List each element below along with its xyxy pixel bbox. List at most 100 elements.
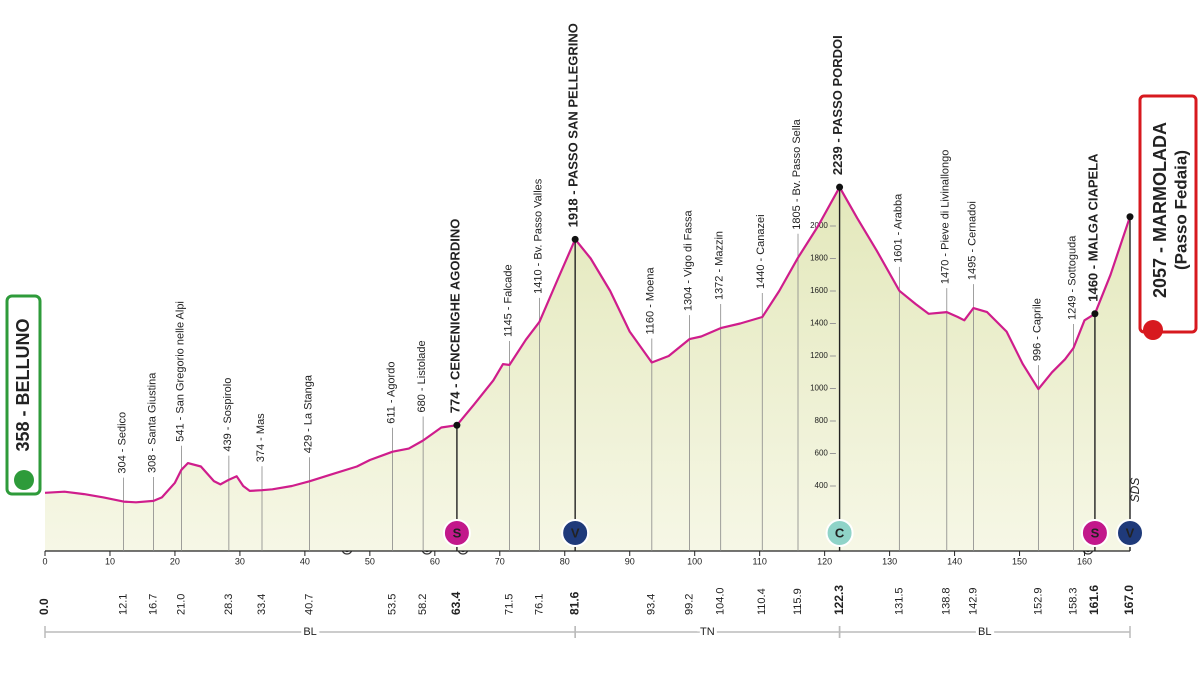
summit-label: 2239 - PASSO PORDOI xyxy=(830,35,845,175)
km-label: 28.3 xyxy=(223,594,235,615)
waypoint-label: 429 - La Stanga xyxy=(302,374,314,453)
badge xyxy=(825,519,854,547)
km-label: 131.5 xyxy=(893,587,905,615)
summit-dot xyxy=(836,183,844,191)
km-label: 122.3 xyxy=(832,585,846,615)
waypoint-label: 374 - Mas xyxy=(255,413,267,462)
y-tick-label: 400 xyxy=(815,481,829,490)
km-label: 142.9 xyxy=(967,587,979,615)
x-tick-label: 20 xyxy=(170,556,180,566)
x-tick-label: 40 xyxy=(300,556,310,566)
km-label: 63.4 xyxy=(449,591,463,615)
waypoint-label: 439 - Sospirolo xyxy=(222,378,234,452)
summit-dot xyxy=(1091,310,1099,318)
waypoint-label: 1805 - Bv. Passo Sella xyxy=(791,118,803,229)
region-label: BL xyxy=(978,626,991,638)
summit-dot xyxy=(453,421,461,429)
km-label: 53.5 xyxy=(386,594,398,615)
waypoint-label: 1495 - Cernadoi xyxy=(966,201,978,280)
km-label: 0.0 xyxy=(37,598,51,615)
km-label: 110.4 xyxy=(756,588,768,615)
km-label: 33.4 xyxy=(256,594,268,615)
km-label: 93.4 xyxy=(646,594,658,615)
region-label: BL xyxy=(303,626,316,638)
waypoint-label: 1249 - Sottoguda xyxy=(1066,235,1078,320)
x-tick-label: 150 xyxy=(1012,556,1027,566)
summit-label: 1460 - MALGA CIAPELA xyxy=(1085,153,1100,302)
km-label: 71.5 xyxy=(503,594,515,615)
waypoint-label: 541 - San Gregorio nelle Alpi xyxy=(174,301,186,442)
start-box xyxy=(5,294,42,496)
x-tick-label: 120 xyxy=(817,556,832,566)
km-label: 21.0 xyxy=(175,594,187,615)
km-label: 58.2 xyxy=(417,594,429,615)
km-label: 81.6 xyxy=(567,591,581,615)
finish-sublabel: (Passo Fedaia) xyxy=(1171,150,1190,270)
km-label: 12.1 xyxy=(118,594,130,615)
finish-icon xyxy=(1143,320,1163,340)
x-tick-label: 110 xyxy=(752,556,766,566)
km-label: 167.0 xyxy=(1122,585,1136,615)
x-tick-label: 130 xyxy=(882,556,897,566)
x-tick-label: 50 xyxy=(365,556,375,566)
km-label: 152.9 xyxy=(1032,587,1044,615)
finish-note: SDS xyxy=(1128,478,1142,503)
x-tick-label: 160 xyxy=(1077,556,1092,566)
km-label: 76.1 xyxy=(533,594,545,615)
km-label: 138.8 xyxy=(941,587,953,615)
start-icon xyxy=(14,470,34,490)
x-tick-label: 30 xyxy=(235,556,245,566)
y-tick-label: 1600 xyxy=(810,286,828,295)
waypoint-label: 611 - Agordo xyxy=(385,362,397,424)
summit-label: 1918 - PASSO SAN PELLEGRINO xyxy=(566,23,581,227)
waypoint-label: 680 - Listolade xyxy=(416,340,428,412)
finish-dot xyxy=(1126,213,1134,221)
badge-letter: S xyxy=(1091,525,1100,540)
x-tick-label: 80 xyxy=(560,556,570,566)
km-label: 40.7 xyxy=(303,594,315,615)
waypoint-label: 1304 - Vigo di Fassa xyxy=(682,210,694,312)
x-tick-label: 100 xyxy=(687,556,702,566)
region-label: TN xyxy=(700,626,715,638)
badge-letter: C xyxy=(835,525,845,540)
km-label: 158.3 xyxy=(1067,587,1079,615)
badge xyxy=(1080,519,1109,547)
waypoint-label: 1601 - Arabba xyxy=(892,193,904,263)
y-tick-label: 1200 xyxy=(810,351,828,360)
km-label: 104.0 xyxy=(715,587,727,615)
km-label: 99.2 xyxy=(683,594,695,615)
finish-label: 2057 - MARMOLADA xyxy=(1150,122,1170,298)
km-label: 16.7 xyxy=(147,594,159,615)
x-tick-label: 60 xyxy=(430,556,440,566)
waypoint-label: 308 - Santa Giustina xyxy=(146,372,158,473)
x-tick-label: 90 xyxy=(625,556,635,566)
finish-box xyxy=(1138,94,1198,334)
x-tick-label: 140 xyxy=(947,556,962,566)
km-label: 161.6 xyxy=(1087,585,1101,615)
y-tick-label: 1800 xyxy=(810,254,828,263)
y-tick-label: 800 xyxy=(815,416,829,425)
profile-area xyxy=(45,187,1130,551)
badge xyxy=(561,519,590,547)
x-tick-label: 0 xyxy=(42,556,47,566)
waypoint-label: 304 - Sedico xyxy=(117,412,129,474)
start-label: 358 - BELLUNO xyxy=(13,318,33,451)
badge xyxy=(442,519,471,547)
km-label: 115.9 xyxy=(792,588,804,615)
waypoint-label: 1372 - Mazzin xyxy=(714,231,726,300)
y-tick-label: 1400 xyxy=(810,319,828,328)
waypoint-label: 996 - Caprile xyxy=(1031,298,1043,361)
x-tick-label: 10 xyxy=(105,556,115,566)
waypoint-label: 1440 - Canazei xyxy=(755,214,767,289)
summit-dot xyxy=(571,235,579,243)
summit-label: 774 - CENCENIGHE AGORDINO xyxy=(447,219,462,414)
waypoint-label: 1410 - Bv. Passo Valles xyxy=(532,178,544,294)
badge-letter: S xyxy=(453,525,462,540)
waypoint-label: 1145 - Falcade xyxy=(502,264,514,337)
x-tick-label: 70 xyxy=(495,556,505,566)
y-tick-label: 1000 xyxy=(810,384,828,393)
y-tick-label: 600 xyxy=(815,449,829,458)
badge-letter: V xyxy=(571,525,580,540)
badge-letter: V xyxy=(1126,525,1135,540)
